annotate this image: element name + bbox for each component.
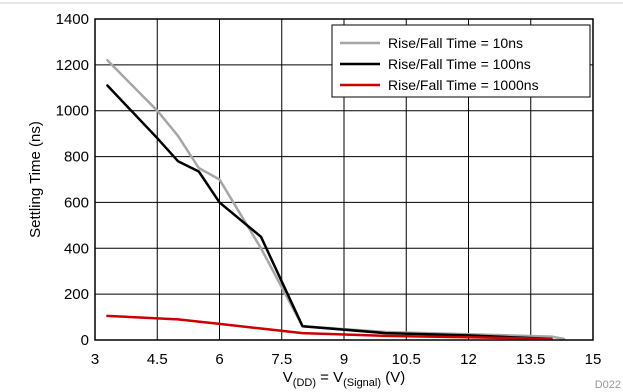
x-tick-label: 3 (91, 351, 99, 368)
x-tick-label: 10.5 (392, 351, 421, 368)
x-tick-label: 9 (340, 351, 348, 368)
plot-frame (94, 18, 594, 341)
x-tick-label: 6 (215, 351, 223, 368)
x-axis-title-sub1: (DD) (293, 377, 316, 389)
x-axis-title-end: (V) (381, 369, 405, 386)
series-line (106, 84, 553, 341)
series-layer (106, 59, 566, 341)
x-axis-title-mid: = V (316, 369, 343, 386)
y-tick-label: 1400 (56, 11, 89, 28)
legend-box (331, 24, 591, 98)
x-tick-labels: 3 4.5 6 7.5 9 10.5 12 13.5 15 (91, 351, 602, 368)
x-tick-label: 13.5 (516, 351, 545, 368)
y-tick-label: 400 (64, 240, 89, 257)
y-tick-label: 200 (64, 286, 89, 303)
y-tick-label: 1000 (56, 103, 89, 120)
legend-label: Rise/Fall Time = 100ns (388, 56, 531, 72)
x-tick-label: 4.5 (147, 351, 168, 368)
y-tick-labels: 0 200 400 600 800 1000 1200 1400 (56, 11, 89, 349)
series-line (106, 314, 553, 341)
y-axis-title: Settling Time (ns) (27, 121, 44, 238)
legend-label: Rise/Fall Time = 1000ns (388, 77, 539, 93)
x-tick-label: 7.5 (271, 351, 292, 368)
series-line (106, 59, 566, 341)
legend-label: Rise/Fall Time = 10ns (388, 35, 523, 51)
x-tick-label: 15 (585, 351, 602, 368)
y-tick-label: 0 (81, 332, 89, 349)
y-tick-label: 600 (64, 194, 89, 211)
y-tick-label: 1200 (56, 57, 89, 74)
x-tick-label: 12 (460, 351, 477, 368)
x-axis-title: V(DD) = V(Signal) (V) (283, 369, 405, 389)
x-axis-title-sub2: (Signal) (343, 377, 381, 389)
y-tick-label: 800 (64, 149, 89, 166)
x-axis-title-main: V (283, 369, 293, 386)
figure-id: D022 (595, 379, 621, 391)
legend: Rise/Fall Time = 10ns Rise/Fall Time = 10… (331, 24, 591, 98)
